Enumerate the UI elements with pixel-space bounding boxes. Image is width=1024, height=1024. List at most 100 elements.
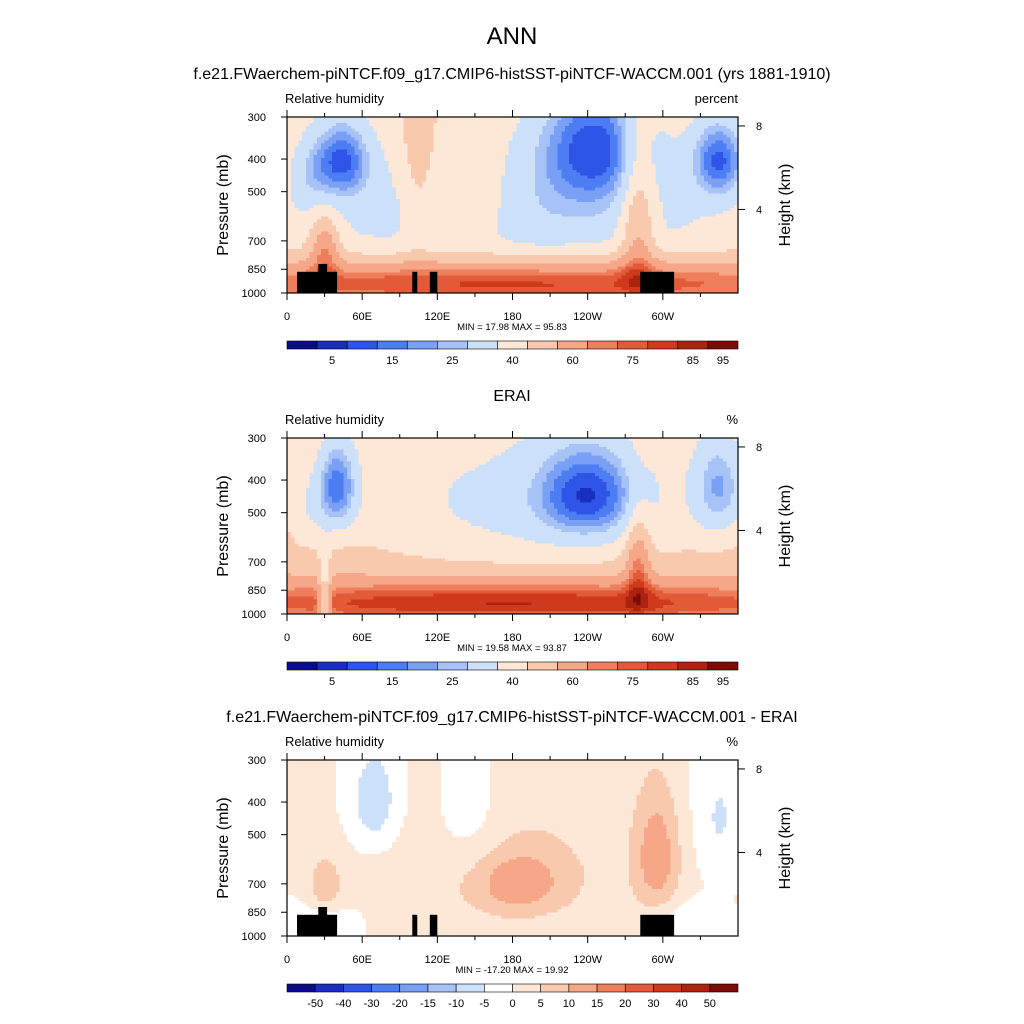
- y-tick-label: 1000: [242, 931, 266, 943]
- colorbar-swatch: [484, 983, 513, 993]
- colorbar-swatch: [437, 340, 468, 350]
- colorbar: 5 15 25 40 60 75 85 95: [286, 340, 739, 367]
- y-axis-label: Pressure (mb): [215, 797, 232, 898]
- colorbar-label: 15: [386, 355, 398, 367]
- y-tick-label: 300: [248, 433, 266, 445]
- colorbar-label: 10: [563, 998, 575, 1010]
- colorbar-swatch: [343, 983, 372, 993]
- y-tick-label: 500: [248, 508, 266, 520]
- stats-text: MIN = 19.58 MAX = 93.87: [457, 643, 567, 654]
- y2-tick-label: 8: [756, 442, 762, 454]
- colorbar-label: 5: [329, 676, 335, 688]
- colorbar-swatch: [455, 983, 485, 993]
- colorbar-swatch: [316, 661, 348, 671]
- terrain-mask: [429, 271, 438, 293]
- terrain-mask: [412, 914, 418, 936]
- y-tick-label: 1000: [242, 609, 266, 621]
- x-tick-label: 60W: [652, 954, 675, 966]
- y2-tick-label: 8: [756, 764, 762, 776]
- colorbar-label: 0: [509, 998, 515, 1010]
- y-axis-label: Pressure (mb): [215, 154, 232, 255]
- colorbar-swatch: [497, 661, 528, 671]
- chart-panel-1: f.e21.FWaerchem-piNTCF.f09_g17.CMIP6-his…: [193, 66, 830, 367]
- colorbar-label: 60: [567, 355, 579, 367]
- colorbar-label: 75: [627, 676, 639, 688]
- colorbar-swatch: [707, 340, 739, 350]
- colorbar-label: 5: [538, 998, 544, 1010]
- colorbar-swatch: [512, 983, 541, 993]
- colorbar-swatch: [568, 983, 598, 993]
- chart-panel-2: ERAI Relative humidity % 0 60E 120E 180 120W 60W…: [215, 388, 794, 688]
- x-tick-label: 180: [503, 954, 521, 966]
- x-tick-label: 0: [284, 311, 290, 323]
- colorbar-swatch: [286, 661, 318, 671]
- colorbar-swatch: [346, 661, 378, 671]
- x-tick-label: 60E: [352, 311, 372, 323]
- colorbar-swatch: [617, 661, 649, 671]
- colorbar-swatch: [286, 983, 316, 993]
- field-contours: [287, 760, 738, 936]
- colorbar-swatch: [376, 661, 408, 671]
- colorbar-label: -20: [392, 998, 408, 1010]
- y-tick-label: 500: [248, 830, 266, 842]
- y-tick-label: 700: [248, 557, 266, 569]
- colorbar-label: 40: [506, 355, 518, 367]
- x-tick-label: 180: [503, 632, 521, 644]
- colorbar-swatch: [707, 661, 739, 671]
- colorbar-swatch: [286, 340, 318, 350]
- colorbar-swatch: [437, 661, 468, 671]
- colorbar-swatch: [527, 661, 558, 671]
- colorbar-swatch: [647, 340, 679, 350]
- colorbar-swatch: [677, 340, 709, 350]
- colorbar-label: 15: [591, 998, 603, 1010]
- y-tick-label: 400: [248, 154, 266, 166]
- colorbar-label: 15: [386, 676, 398, 688]
- terrain-mask: [429, 914, 438, 936]
- colorbar-label: -5: [479, 998, 489, 1010]
- colorbar-swatch: [647, 661, 679, 671]
- y2-axis-label: Height (km): [777, 164, 794, 247]
- x-tick-label: 120W: [573, 954, 602, 966]
- colorbar-swatch: [376, 340, 408, 350]
- colorbar: 5 15 25 40 60 75 85 95: [286, 661, 739, 688]
- terrain-mask: [297, 914, 338, 936]
- colorbar: -50 -40 -30 -20 -15 -10 -5 0 5 10 15 20 30 40 50: [286, 983, 739, 1010]
- x-tick-label: 120E: [424, 632, 450, 644]
- colorbar-label: -40: [335, 998, 351, 1010]
- y-tick-label: 500: [248, 187, 266, 199]
- colorbar-label: 95: [717, 355, 729, 367]
- right-label: percent: [695, 91, 739, 106]
- figure-title: ANN: [487, 23, 538, 50]
- y2-tick-label: 4: [756, 847, 762, 859]
- terrain-mask: [640, 271, 675, 293]
- y-tick-label: 400: [248, 797, 266, 809]
- colorbar-label: 40: [676, 998, 688, 1010]
- colorbar-swatch: [497, 340, 528, 350]
- stats-text: MIN = 17.98 MAX = 95.83: [457, 322, 567, 333]
- x-tick-label: 60W: [652, 632, 675, 644]
- y2-tick-label: 4: [756, 525, 762, 537]
- terrain-mask: [297, 271, 338, 293]
- panels: f.e21.FWaerchem-piNTCF.f09_g17.CMIP6-his…: [193, 66, 830, 1010]
- colorbar-swatch: [406, 661, 438, 671]
- y-tick-label: 850: [248, 264, 266, 276]
- x-tick-label: 120W: [573, 632, 602, 644]
- left-label: Relative humidity: [285, 412, 384, 427]
- colorbar-swatch: [399, 983, 429, 993]
- right-label: %: [726, 412, 738, 427]
- y-tick-label: 700: [248, 879, 266, 891]
- colorbar-label: -50: [307, 998, 323, 1010]
- colorbar-swatch: [677, 661, 709, 671]
- colorbar-swatch: [587, 340, 619, 350]
- colorbar-label: 50: [704, 998, 716, 1010]
- colorbar-label: 25: [446, 676, 458, 688]
- panel-title: f.e21.FWaerchem-piNTCF.f09_g17.CMIP6-his…: [193, 66, 830, 83]
- panel-title: ERAI: [493, 388, 530, 405]
- colorbar-swatch: [709, 983, 739, 993]
- x-tick-label: 120E: [424, 954, 450, 966]
- chart-panel-3: f.e21.FWaerchem-piNTCF.f09_g17.CMIP6-his…: [215, 709, 798, 1010]
- colorbar-swatch: [314, 983, 344, 993]
- x-tick-label: 60E: [352, 632, 372, 644]
- y-tick-label: 850: [248, 907, 266, 919]
